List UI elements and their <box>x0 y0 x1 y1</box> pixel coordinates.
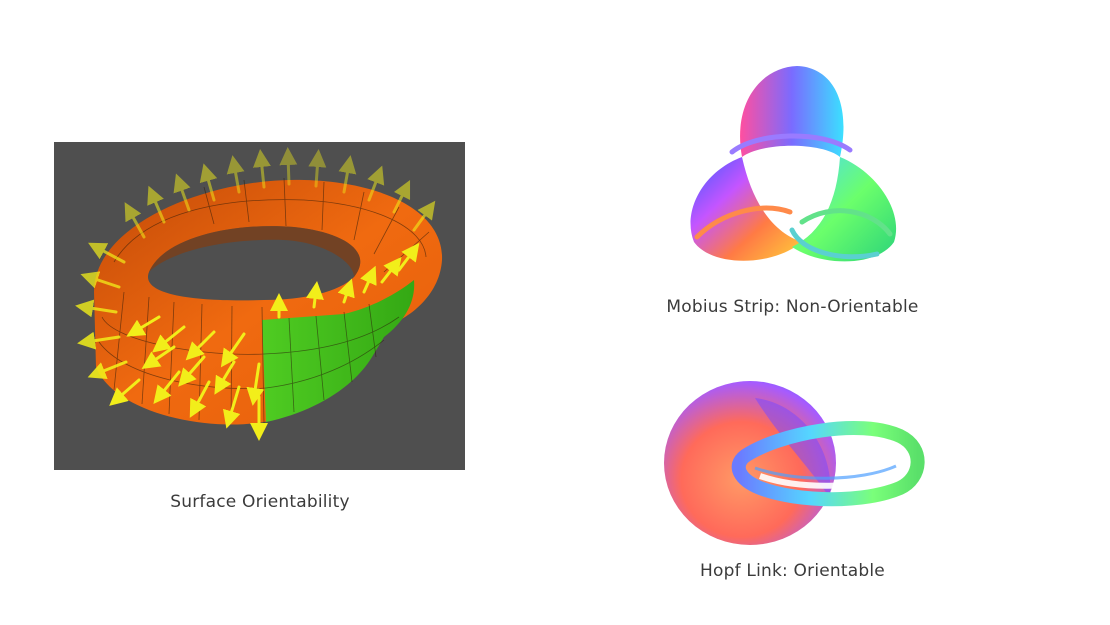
mobius-top-lobe <box>740 66 844 157</box>
mobius-normals-svg <box>54 142 465 470</box>
caption-mobius-strip: Mobius Strip: Non-Orientable <box>666 297 919 317</box>
mobius-rims <box>694 133 893 260</box>
mobius-center-hole <box>766 156 822 230</box>
hopf-ring-a-inner <box>755 398 831 498</box>
strip-inner-shading <box>149 226 361 277</box>
mobius-strip-svg <box>690 66 897 262</box>
hopf-link-svg <box>664 381 925 545</box>
caption-surface-orientability: Surface Orientability <box>170 492 350 512</box>
hopf-ring-b-gap <box>759 473 894 489</box>
hopf-ring-b <box>731 421 925 507</box>
mobius-strip-render <box>672 62 912 272</box>
normal-arrows <box>75 147 436 441</box>
caption-hopf-link: Hopf Link: Orientable <box>700 561 885 581</box>
hopf-link-render <box>660 378 925 548</box>
strip-mesh <box>98 177 430 425</box>
mobius-normals-illustration <box>54 142 465 470</box>
strip-green-side <box>262 280 415 422</box>
hopf-ring-b-highlight <box>754 464 897 480</box>
